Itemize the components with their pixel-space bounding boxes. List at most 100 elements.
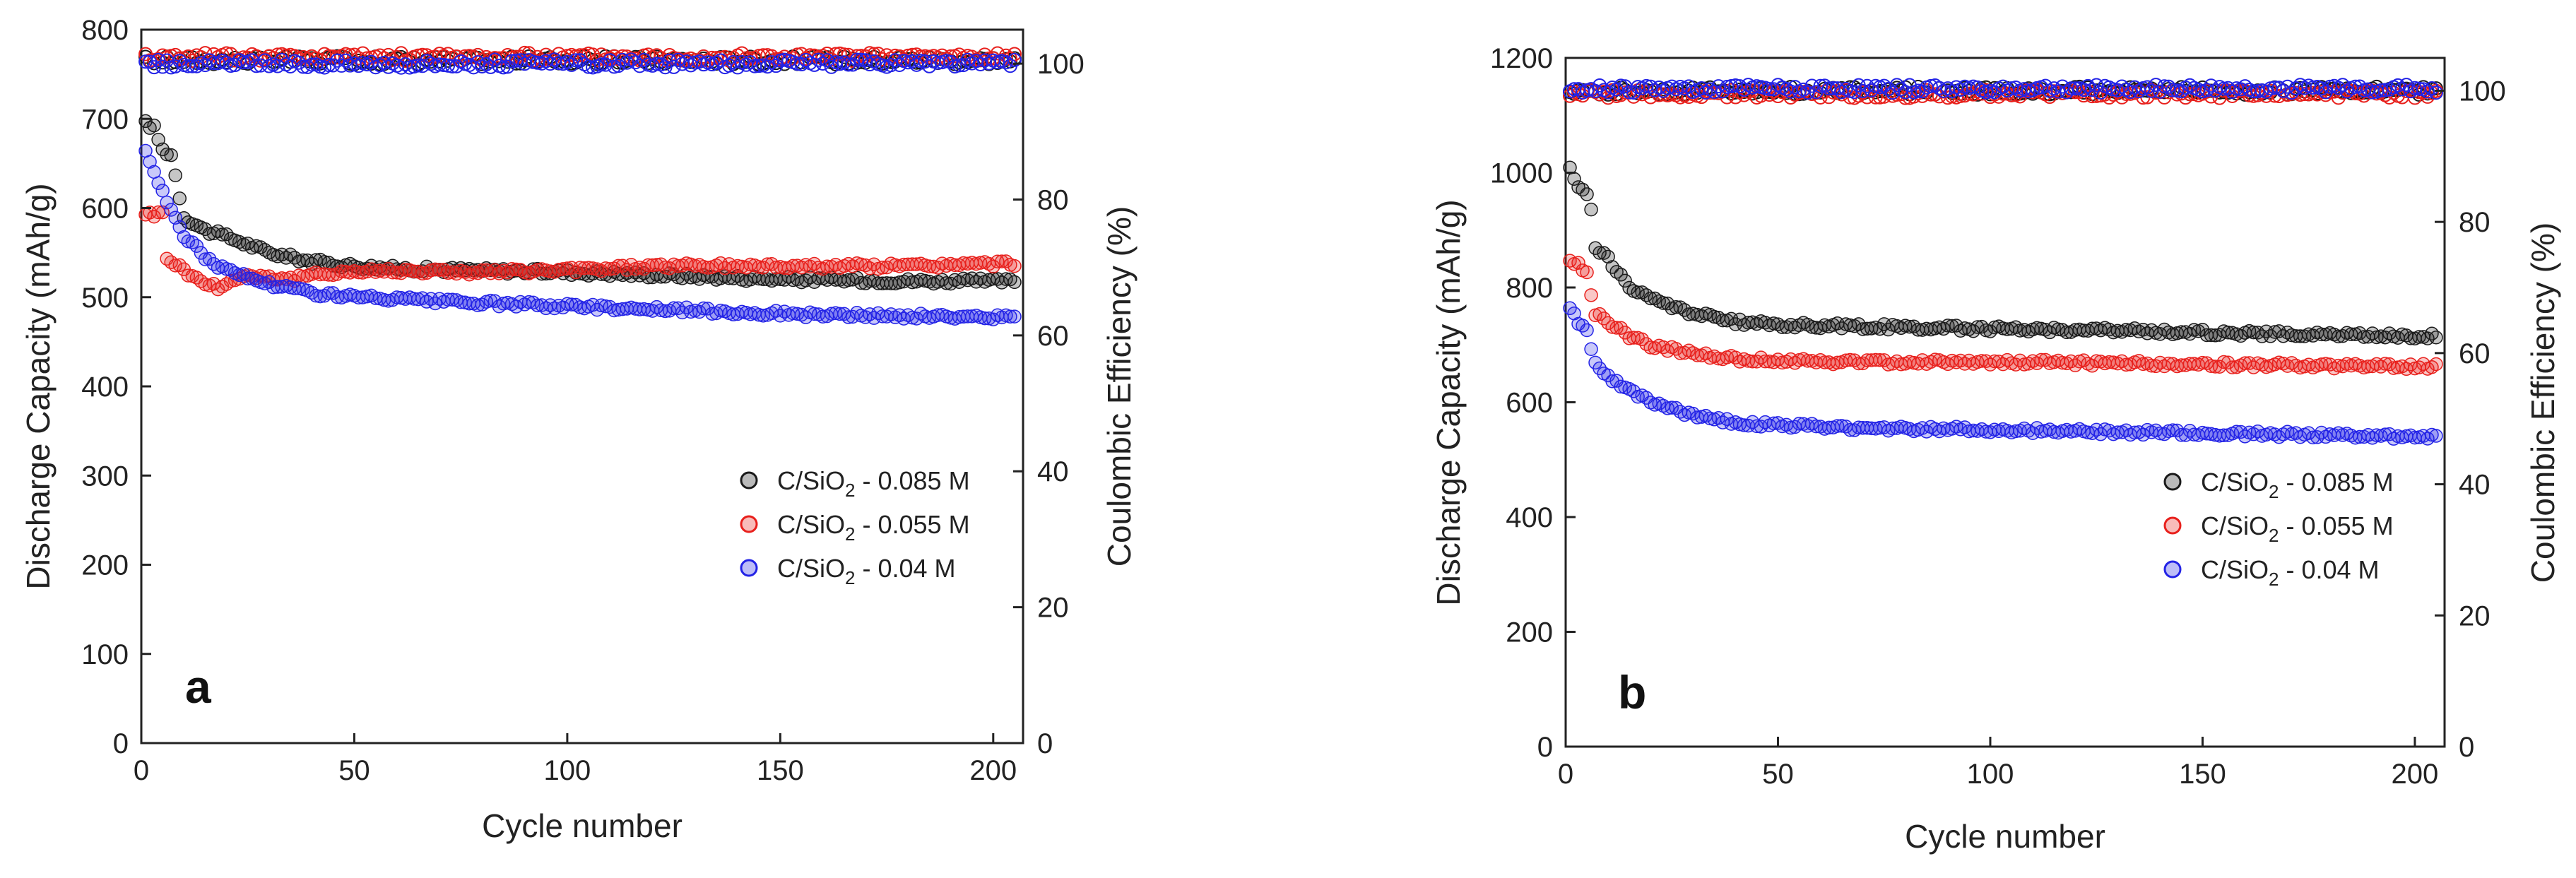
capacity-point	[198, 252, 213, 266]
panel-b-data-points	[1563, 78, 2443, 446]
panel-a-y2-axis-label: Coulombic Efficiency (%)	[1101, 206, 1138, 566]
capacity-point	[637, 261, 651, 276]
y-tick-label: 0	[113, 728, 129, 759]
panel-b-x-ticks: 0 50 100 150 200	[1558, 737, 2438, 790]
capacity-point	[943, 276, 958, 291]
efficiency-point	[973, 57, 988, 71]
efficiency-point	[466, 60, 481, 75]
efficiency-point	[338, 53, 353, 68]
efficiency-point	[1923, 78, 1938, 93]
capacity-point	[181, 268, 196, 283]
capacity-point	[168, 259, 182, 273]
efficiency-point	[666, 59, 681, 74]
capacity-point	[701, 261, 715, 275]
capacity-point	[598, 299, 613, 314]
efficiency-point	[419, 54, 434, 69]
capacity-point	[1851, 356, 1866, 371]
capacity-point	[2221, 326, 2235, 340]
efficiency-point	[151, 52, 166, 67]
legend-marker	[2163, 560, 2182, 579]
y-tick-label: 600	[1506, 388, 1553, 419]
capacity-point	[1571, 256, 1585, 270]
capacity-point	[1593, 246, 1607, 260]
capacity-point	[1766, 316, 1781, 331]
y-tick-label: 0	[1537, 732, 1553, 763]
efficiency-point	[2157, 79, 2172, 94]
capacity-point	[2055, 355, 2069, 370]
capacity-point	[556, 262, 570, 276]
x-tick-label: 100	[544, 755, 591, 786]
capacity-point	[1605, 374, 1619, 388]
capacity-point	[172, 191, 187, 206]
efficiency-point	[1851, 88, 1866, 103]
efficiency-point	[172, 54, 187, 69]
series-3	[1563, 78, 2443, 446]
legend-item-1: C/SiO2 - 0.085 M	[2163, 468, 2394, 502]
capacity-point	[1834, 419, 1849, 433]
y-tick-label: 800	[1506, 273, 1553, 304]
legend-item-3: C/SiO2 - 0.04 M	[2163, 555, 2380, 590]
efficiency-point	[743, 55, 758, 70]
capacity-point	[841, 273, 856, 287]
efficiency-point	[2004, 88, 2019, 102]
capacity-point	[2208, 360, 2223, 374]
series-1	[1563, 79, 2443, 346]
legend-marker	[740, 515, 758, 533]
efficiency-point	[2161, 79, 2176, 94]
capacity-point	[697, 301, 711, 316]
capacity-point	[471, 298, 485, 313]
panel-a-plot-frame	[140, 28, 1024, 744]
efficiency-point	[1944, 84, 1959, 99]
efficiency-point	[670, 52, 685, 67]
capacity-point	[2429, 357, 2443, 372]
efficiency-point	[922, 59, 937, 73]
efficiency-point	[1910, 83, 1925, 98]
y-tick-label: 800	[81, 15, 129, 46]
capacity-point	[2208, 328, 2223, 343]
panel-a-y-ticks: 0 100 200 300 400 500 600 700 800	[81, 15, 151, 759]
capacity-point	[381, 294, 396, 308]
panel-a-tag: a	[185, 660, 212, 713]
capacity-point	[521, 295, 536, 309]
capacity-point	[160, 195, 174, 210]
efficiency-point	[517, 45, 532, 60]
capacity-point	[2182, 326, 2197, 341]
efficiency-point	[1953, 82, 1968, 97]
capacity-point	[1928, 352, 1942, 367]
legend-marker	[2163, 473, 2182, 491]
capacity-point	[2030, 321, 2044, 336]
capacity-point	[922, 259, 937, 273]
efficiency-point	[731, 60, 745, 75]
capacity-point	[2238, 429, 2252, 444]
capacity-point	[1626, 331, 1641, 345]
capacity-point	[756, 309, 770, 323]
y-tick-label: 600	[81, 194, 129, 225]
y2-tick-label: 80	[2459, 207, 2491, 238]
efficiency-point	[807, 57, 822, 72]
efficiency-point	[2009, 81, 2023, 95]
capacity-point	[1580, 323, 1594, 338]
efficiency-point	[760, 59, 775, 74]
efficiency-point	[1821, 81, 1836, 96]
capacity-point	[1711, 351, 1726, 366]
capacity-point	[1580, 187, 1594, 201]
capacity-point	[292, 281, 306, 295]
efficiency-point	[2199, 83, 2214, 97]
efficiency-point	[1694, 81, 1709, 95]
capacity-point	[1665, 401, 1679, 415]
x-tick-label: 0	[134, 755, 149, 786]
efficiency-point	[892, 57, 907, 72]
y2-tick-label: 100	[2459, 76, 2506, 107]
legend-item-1: C/SiO2 - 0.085 M	[740, 466, 970, 501]
capacity-point	[1682, 343, 1696, 358]
panel-a-y2-ticks: 0 20 40 60 80 100	[1013, 49, 1085, 759]
capacity-point	[565, 297, 579, 312]
capacity-point	[1609, 321, 1624, 335]
efficiency-point	[2085, 83, 2100, 97]
capacity-point	[662, 261, 677, 275]
panel-b-legend: C/SiO2 - 0.085 M C/SiO2 - 0.055 M C/SiO2 -…	[2163, 468, 2394, 590]
y-tick-label: 700	[81, 104, 129, 135]
capacity-point	[1903, 319, 1917, 334]
efficiency-point	[1771, 78, 1785, 93]
efficiency-point	[943, 54, 958, 69]
